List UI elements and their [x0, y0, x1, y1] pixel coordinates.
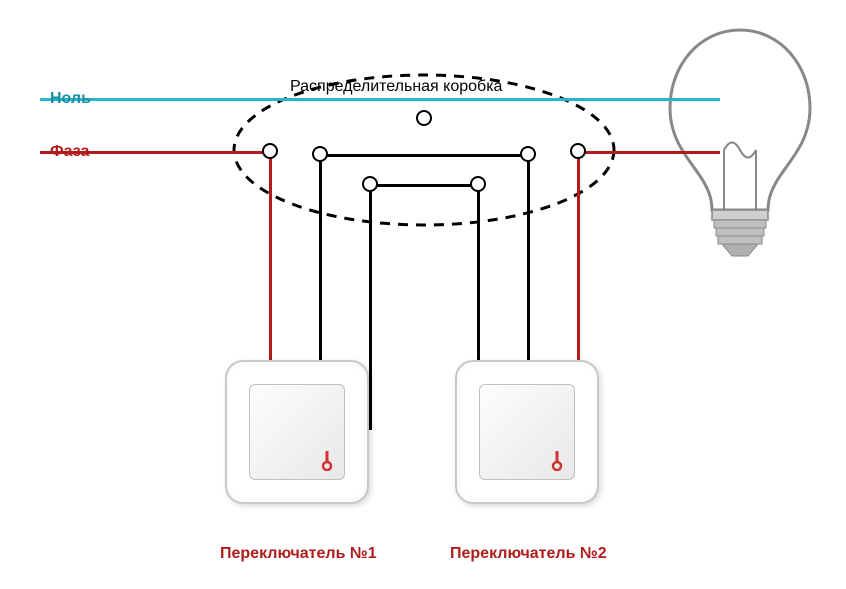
junction-node [262, 143, 278, 159]
phase-wire-out [578, 151, 720, 154]
neutral-label: Ноль [50, 90, 91, 108]
switch1-traveler2 [369, 184, 372, 430]
switch-2-label: Переключатель №2 [450, 545, 607, 563]
neutral-wire [40, 98, 720, 101]
junction-node [570, 143, 586, 159]
junction-box-label: Распределительная коробка [290, 78, 502, 96]
junction-node [470, 176, 486, 192]
switch-2-rocker [479, 384, 575, 480]
junction-node [520, 146, 536, 162]
phase-label: Фаза [50, 143, 89, 161]
traveler-wire-bottom [370, 184, 478, 187]
switch-1 [225, 360, 369, 504]
switch-2-indicator-icon [550, 449, 564, 471]
junction-node [416, 110, 432, 126]
switch-1-label: Переключатель №1 [220, 545, 377, 563]
traveler-wire-top [320, 154, 528, 157]
light-bulb-icon [670, 30, 810, 256]
junction-node [312, 146, 328, 162]
switch-1-indicator-icon [320, 449, 334, 471]
switch-2 [455, 360, 599, 504]
switch-1-rocker [249, 384, 345, 480]
junction-node [362, 176, 378, 192]
